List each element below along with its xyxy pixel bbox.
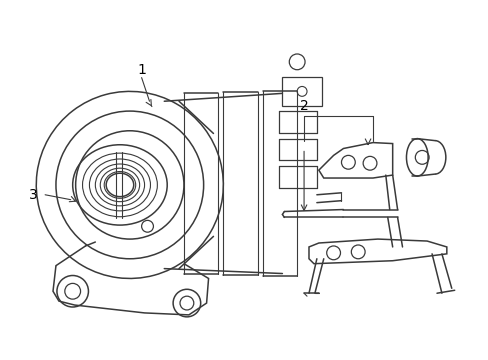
Text: 3: 3: [29, 188, 38, 202]
Text: 2: 2: [299, 99, 308, 113]
Text: 1: 1: [137, 63, 146, 77]
